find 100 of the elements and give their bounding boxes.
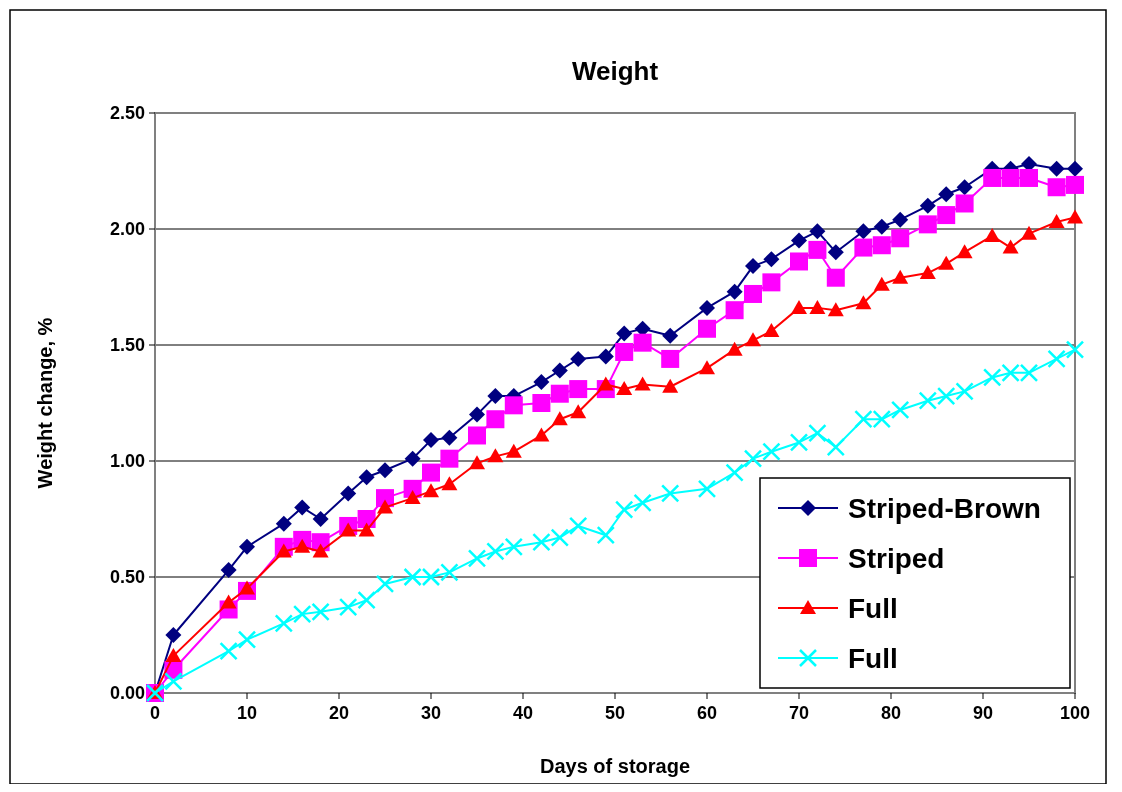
point (660, 484, 680, 503)
point (570, 350, 587, 367)
point (918, 215, 937, 234)
point (487, 388, 504, 405)
point (790, 252, 808, 271)
point (1047, 178, 1066, 197)
point (763, 251, 780, 268)
point (239, 580, 255, 595)
point (358, 469, 375, 486)
point (762, 273, 781, 292)
point (983, 168, 1002, 187)
point (404, 450, 421, 467)
point (338, 597, 358, 617)
x-tick-label: 70 (788, 703, 810, 723)
point (855, 223, 872, 240)
point (827, 244, 844, 261)
point (743, 449, 763, 468)
point (1048, 160, 1065, 177)
point (699, 360, 715, 375)
point (422, 463, 440, 482)
point (872, 409, 892, 429)
y-axis-title: Weight change, % (34, 317, 56, 489)
point (919, 265, 936, 280)
point (220, 562, 237, 579)
point (469, 406, 485, 423)
point (955, 194, 974, 213)
point (312, 543, 329, 558)
point (614, 500, 634, 519)
y-tick-label: 2.00 (109, 219, 145, 239)
point (616, 381, 633, 396)
point (404, 490, 421, 505)
point (568, 516, 588, 536)
point (467, 549, 487, 568)
point (597, 376, 614, 391)
x-tick-label: 40 (512, 703, 534, 723)
point (504, 537, 524, 557)
point (791, 299, 807, 314)
point (892, 211, 909, 228)
point (1019, 363, 1039, 383)
point (164, 672, 183, 691)
point (165, 647, 182, 662)
point (890, 400, 910, 420)
point (662, 327, 679, 344)
point (826, 437, 846, 457)
point (854, 238, 873, 257)
point (550, 528, 570, 547)
point (699, 299, 715, 316)
x-axis-title: Days of storage (539, 755, 691, 777)
y-tick-label: 2.50 (109, 103, 145, 123)
point (1002, 239, 1019, 254)
point (808, 423, 827, 443)
x-tick-label: 30 (420, 703, 442, 723)
point (725, 463, 744, 482)
point (237, 630, 257, 649)
chart-title: Weight (571, 56, 659, 86)
point (809, 223, 826, 240)
point (1048, 214, 1065, 229)
point (274, 614, 294, 633)
point (615, 342, 634, 361)
y-tick-label: 0.00 (109, 683, 145, 703)
y-tick-label: 1.00 (109, 451, 145, 471)
point (661, 349, 680, 368)
x-tick-label: 20 (328, 703, 350, 723)
point (551, 411, 568, 426)
point (532, 532, 551, 552)
legend-label: Full (848, 593, 898, 624)
point (219, 641, 238, 661)
point (745, 332, 761, 347)
point (403, 567, 422, 587)
point (938, 186, 955, 203)
point (440, 563, 459, 582)
point (1001, 363, 1020, 383)
point (1020, 168, 1038, 187)
point (1001, 168, 1020, 187)
point (1067, 160, 1083, 177)
point (569, 380, 588, 399)
point (789, 433, 809, 452)
point (745, 258, 761, 275)
point (873, 218, 890, 235)
point (872, 236, 891, 255)
point (873, 276, 890, 291)
point (697, 479, 717, 499)
x-tick-label: 80 (880, 703, 902, 723)
point (421, 567, 441, 587)
legend-label: Full (848, 643, 898, 674)
x-tick-label: 10 (236, 703, 258, 723)
point (165, 627, 182, 643)
point (377, 462, 393, 479)
point (487, 448, 504, 463)
point (616, 325, 633, 342)
point (220, 594, 237, 609)
point (340, 522, 357, 537)
point (275, 515, 292, 532)
x-tick-label: 0 (149, 703, 161, 723)
point (762, 442, 781, 461)
point (1066, 175, 1084, 194)
point (440, 449, 459, 468)
x-tick-label: 100 (1059, 703, 1091, 723)
point (570, 404, 587, 419)
point (698, 319, 716, 338)
